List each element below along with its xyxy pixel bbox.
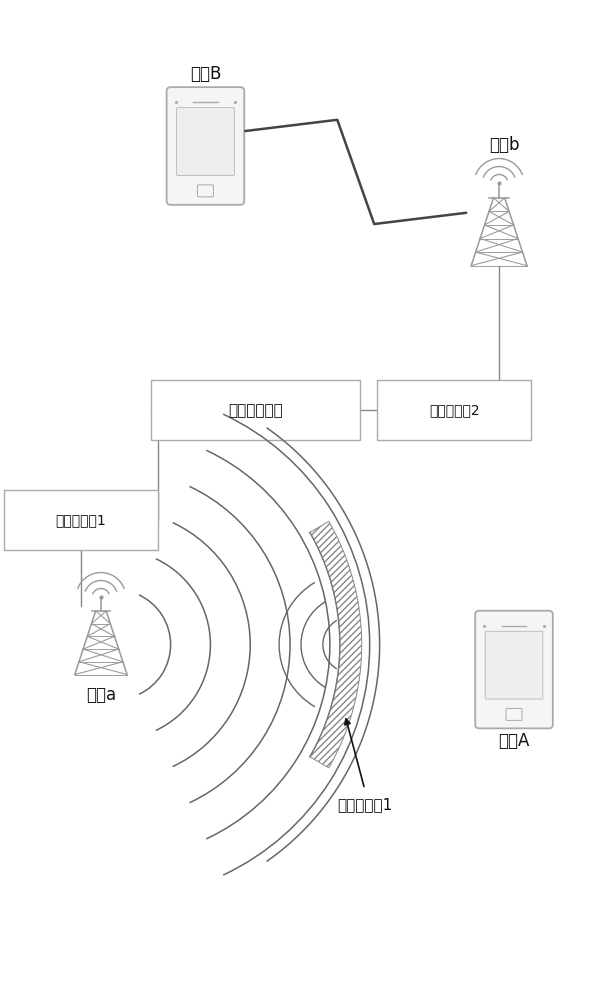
Bar <box>151 380 360 440</box>
FancyBboxPatch shape <box>176 108 235 176</box>
FancyBboxPatch shape <box>485 631 543 699</box>
Text: 基站b: 基站b <box>489 136 520 154</box>
FancyBboxPatch shape <box>475 611 553 728</box>
FancyBboxPatch shape <box>197 185 214 197</box>
FancyBboxPatch shape <box>506 708 522 720</box>
Text: 基站a: 基站a <box>86 686 116 704</box>
Text: 基站控制器1: 基站控制器1 <box>56 513 106 527</box>
Text: 基站控制器2: 基站控制器2 <box>429 403 479 417</box>
Bar <box>377 380 532 440</box>
Text: 移动交换中心: 移动交换中心 <box>228 403 283 418</box>
Bar <box>4 490 158 550</box>
Text: 终端A: 终端A <box>499 732 530 750</box>
FancyBboxPatch shape <box>167 87 244 205</box>
Text: 有效服务区1: 有效服务区1 <box>337 797 392 812</box>
Text: 终端B: 终端B <box>190 65 221 83</box>
